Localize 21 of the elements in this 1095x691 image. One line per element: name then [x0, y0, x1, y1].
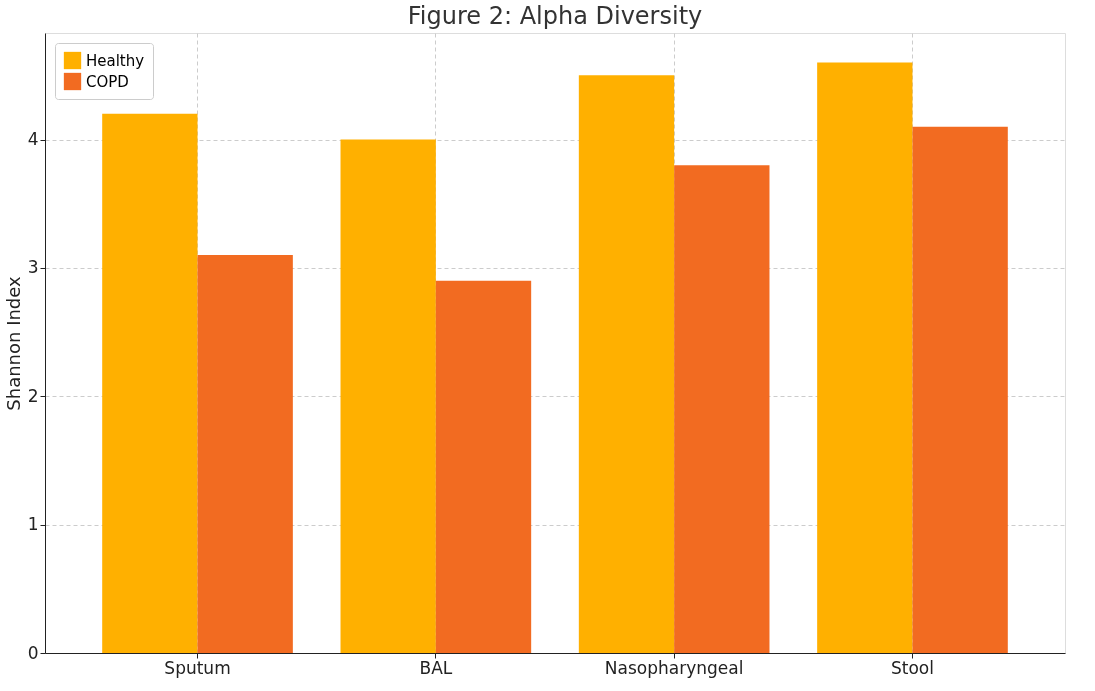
legend-label: COPD [86, 72, 129, 91]
chart-title: Figure 2: Alpha Diversity [407, 2, 703, 30]
x-tick-label: Stool [890, 657, 934, 678]
bar [197, 255, 293, 653]
y-tick-label: 2 [27, 385, 39, 406]
y-tick-label: 3 [27, 257, 39, 278]
y-tick-label: 0 [27, 642, 39, 663]
x-tick-label: Nasopharyngeal [604, 657, 744, 678]
y-tick-label: 4 [27, 129, 39, 150]
x-tick-label: Sputum [164, 657, 231, 678]
bar [817, 62, 913, 653]
x-tick-label: BAL [419, 657, 453, 678]
legend-label: Healthy [86, 51, 145, 70]
y-tick-label: 1 [27, 514, 39, 535]
bar [435, 280, 532, 653]
bar [340, 139, 436, 653]
y-axis-title: Shannon Index [2, 275, 24, 411]
bar [578, 75, 675, 653]
bar [674, 165, 770, 653]
bar [102, 113, 198, 653]
bar [912, 126, 1008, 653]
